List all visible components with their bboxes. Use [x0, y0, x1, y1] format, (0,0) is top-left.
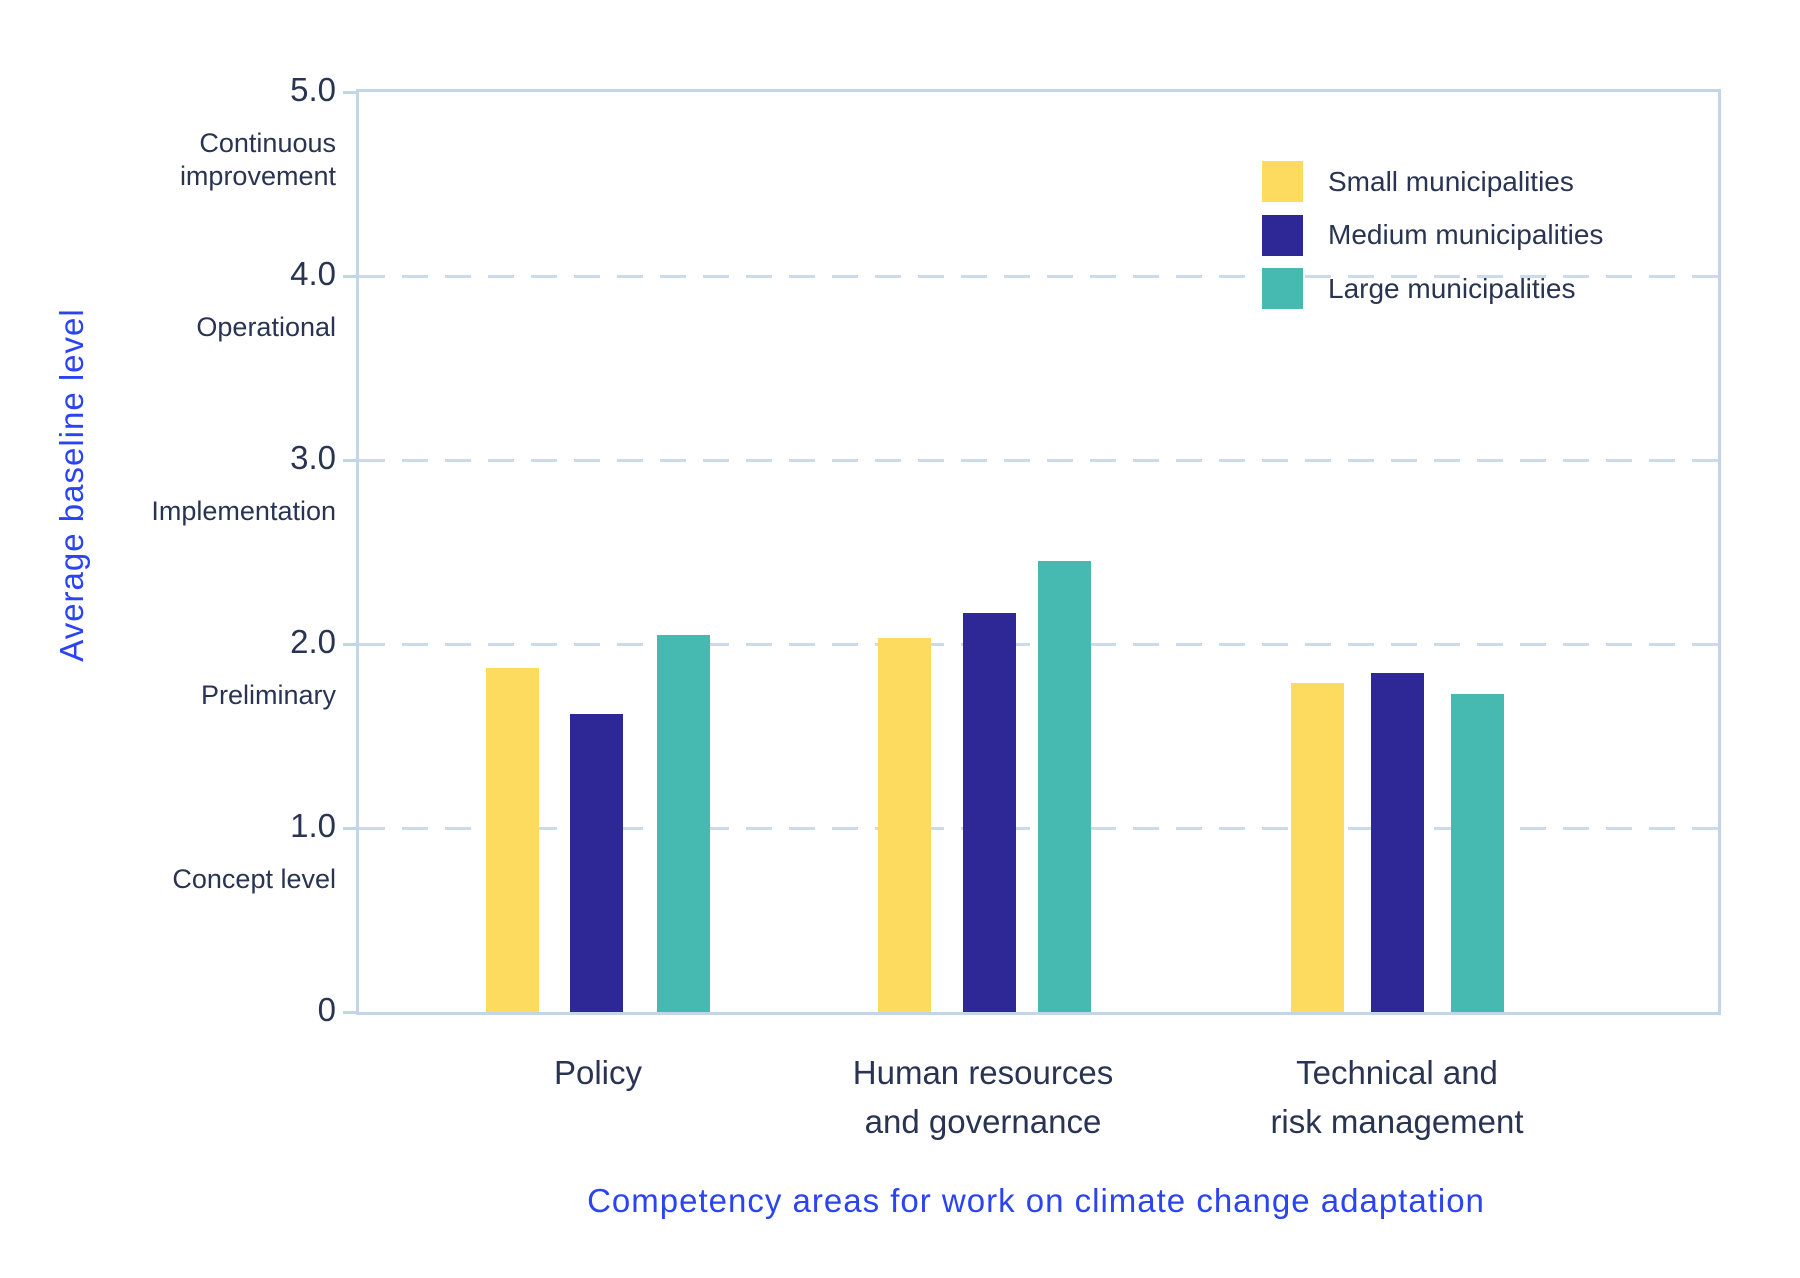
legend-item-medium-municipalities: Medium municipalities [1262, 214, 1604, 256]
bar-large-municipalities-policy [657, 634, 710, 1012]
y-tick-mark-5.0 [343, 90, 359, 94]
y-tick-label-4.0: 4.0 [290, 255, 336, 292]
y-tick-mark-0 [343, 1010, 359, 1014]
bar-small-municipalities-policy [486, 667, 539, 1012]
legend-swatch-large-municipalities [1262, 268, 1303, 309]
gridline-4.0 [359, 274, 1718, 278]
bar-large-municipalities-human-resources-and-governance [1038, 561, 1091, 1012]
bar-medium-municipalities-human-resources-and-governance [963, 612, 1016, 1012]
y-tick-label-5.0: 5.0 [290, 71, 336, 108]
y-tick-label-0: 0 [317, 991, 336, 1028]
y-tick-label-1.0: 1.0 [290, 807, 336, 844]
legend-item-large-municipalities: Large municipalities [1262, 268, 1575, 309]
y-tick-mark-3.0 [343, 458, 359, 462]
bar-medium-municipalities-policy [570, 713, 623, 1012]
gridline-3.0 [359, 458, 1718, 462]
y-level-label-concept-level: Concept level [172, 864, 336, 894]
legend-label-large-municipalities: Large municipalities [1328, 272, 1576, 304]
y-axis-title: Average baseline level [53, 308, 90, 662]
y-tick-label-3.0: 3.0 [290, 439, 336, 476]
x-category-label-technical-and-risk-management: Technical and risk management [1270, 1054, 1524, 1140]
bar-small-municipalities-human-resources-and-governance [878, 638, 931, 1012]
legend: Small municipalities Medium municipalitie… [1262, 161, 1702, 331]
legend-swatch-small-municipalities [1262, 161, 1303, 202]
legend-label-medium-municipalities: Medium municipalities [1328, 219, 1604, 250]
legend-label-small-municipalities: Small municipalities [1328, 165, 1574, 197]
x-category-label-policy: Policy [553, 1054, 643, 1091]
y-tick-mark-4.0 [343, 274, 359, 278]
x-axis-title: Competency areas for work on climate cha… [587, 1182, 1485, 1219]
legend-swatch-medium-municipalities [1262, 214, 1303, 256]
bar-large-municipalities-technical-and-risk-management [1451, 693, 1504, 1012]
y-tick-mark-1.0 [343, 826, 359, 830]
y-tick-mark-2.0 [343, 642, 359, 646]
y-level-label-preliminary: Preliminary [200, 680, 336, 710]
y-tick-label-2.0: 2.0 [290, 623, 336, 660]
y-level-label-continuous-improvement: Continuous improvement [179, 128, 336, 191]
legend-item-small-municipalities: Small municipalities [1262, 161, 1574, 202]
bar-small-municipalities-technical-and-risk-management [1291, 682, 1344, 1012]
bar-medium-municipalities-technical-and-risk-management [1371, 673, 1424, 1012]
y-level-label-implementation: Implementation [151, 496, 336, 526]
y-level-label-operational: Operational [196, 312, 336, 342]
x-category-label-human-resources-and-governance: Human resources and governance [852, 1054, 1114, 1140]
plot-area [356, 89, 1721, 1015]
